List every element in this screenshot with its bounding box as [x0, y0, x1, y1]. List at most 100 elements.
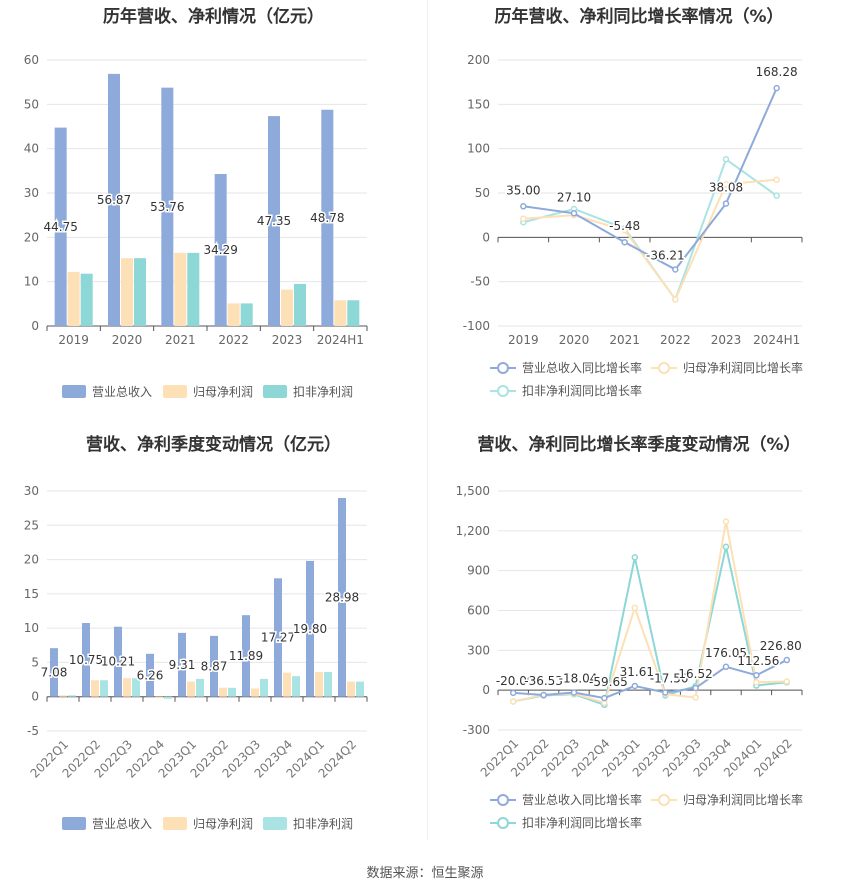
data-point — [753, 671, 760, 679]
y-tick-label: 10 — [24, 275, 39, 289]
x-tick-label: 2020 — [559, 333, 590, 347]
x-tick-label: 2021 — [609, 333, 640, 347]
y-tick-label: 10 — [24, 621, 39, 635]
legend-swatch — [163, 817, 187, 830]
quarterly-growth-rate-chart: 营收、净利同比增长率季度变动情况（%） -300 0 300 600 900 1,200 1… — [428, 428, 850, 848]
bar — [123, 678, 131, 697]
bar — [54, 127, 67, 326]
data-point — [631, 604, 639, 612]
legend-swatch-marker — [497, 385, 509, 397]
data-label: 10.21 — [101, 655, 135, 669]
bar — [292, 676, 300, 697]
data-point — [722, 543, 730, 551]
y-tick-label: 50 — [24, 97, 39, 111]
bar — [251, 688, 259, 697]
data-label: 34.29 — [203, 243, 237, 257]
bar — [67, 271, 80, 326]
data-point — [621, 238, 628, 246]
y-tick-label: 300 — [467, 643, 490, 657]
bar — [260, 678, 268, 697]
data-label: 53.76 — [150, 200, 184, 214]
data-label: 44.75 — [43, 220, 77, 234]
chart-title: 营收、净利季度变动情况（亿元） — [86, 435, 341, 455]
data-label: 168.28 — [756, 65, 798, 79]
data-point — [570, 210, 578, 217]
y-tick-label: 20 — [24, 230, 39, 244]
data-point — [661, 689, 669, 696]
legend-swatch-marker — [497, 794, 509, 806]
data-point — [631, 554, 639, 561]
legend-label: 营业总收入 — [92, 817, 152, 831]
data-label: 6.26 — [137, 668, 164, 682]
data-label: -59.65 — [589, 675, 628, 689]
x-tick-label: 2019 — [58, 333, 89, 347]
series-line — [523, 87, 778, 271]
y-tick-label: 20 — [24, 553, 39, 567]
bar — [324, 672, 332, 697]
bar — [268, 116, 280, 326]
y-tick-label: -100 — [463, 319, 490, 333]
legend-swatch — [62, 385, 86, 398]
data-point — [672, 266, 679, 273]
legend-swatch-marker — [497, 362, 509, 374]
y-tick-label: 0 — [31, 690, 39, 704]
x-tick-label: 2024H1 — [753, 333, 800, 347]
bar — [178, 632, 186, 697]
data-point — [621, 226, 628, 234]
bar — [219, 687, 227, 697]
y-tick-label: 200 — [467, 53, 490, 67]
bar — [80, 273, 93, 326]
legend-label: 营业总收入 — [92, 385, 152, 399]
bar — [334, 300, 347, 326]
annual-revenue-profit-chart: 历年营收、净利情况（亿元） 0 10 20 30 40 50 60 2019 2020 2021 2… — [0, 0, 427, 415]
data-point — [570, 689, 578, 696]
y-tick-label: -5 — [27, 724, 39, 738]
legend-swatch-marker — [658, 794, 670, 806]
bar — [174, 252, 187, 326]
data-point — [722, 156, 730, 163]
y-tick-label: 40 — [24, 142, 39, 156]
data-label: 31.61 — [620, 665, 654, 679]
x-tick-label: 2019 — [508, 333, 539, 347]
data-point — [540, 691, 547, 699]
bar — [164, 696, 172, 699]
bar — [114, 626, 122, 697]
bar — [242, 615, 250, 697]
chart-svg: 0 10 20 30 40 50 60 2019 2020 2021 2022 2023 2024H1 4… — [24, 53, 368, 399]
x-tick-label: 2023 — [272, 333, 303, 347]
bar — [161, 87, 174, 326]
bar — [132, 678, 140, 697]
x-tick-label: 2021 — [165, 333, 196, 347]
data-point — [773, 84, 780, 92]
bar — [59, 695, 67, 697]
legend-label: 归母净利润 — [193, 385, 253, 399]
bar — [283, 672, 291, 697]
panel-divider — [427, 0, 428, 840]
y-tick-label: -300 — [463, 723, 490, 737]
quarterly-revenue-profit-chart: 营收、净利季度变动情况（亿元） -5 0 5 10 15 20 25 30 2022Q1 2022… — [0, 428, 427, 848]
legend-label: 扣非净利润同比增长率 — [522, 815, 642, 830]
data-label: 48.78 — [310, 211, 344, 225]
data-point — [753, 678, 760, 686]
data-point — [509, 689, 517, 697]
chart-title: 历年营收、净利情况（亿元） — [103, 7, 324, 27]
data-point — [509, 698, 517, 705]
legend-label: 扣非净利润 — [293, 817, 353, 831]
data-label: 16.52 — [678, 667, 712, 681]
data-label: 10.75 — [69, 653, 103, 667]
chart-title: 历年营收、净利同比增长率情况（%） — [494, 7, 784, 27]
data-label: 27.10 — [557, 190, 591, 204]
data-label: 28.98 — [325, 590, 359, 604]
bar — [82, 623, 90, 697]
data-point — [692, 694, 699, 701]
legend-label: 归母净利润同比增长率 — [683, 792, 803, 807]
legend-label: 归母净利润同比增长率 — [683, 360, 803, 375]
bar — [274, 578, 282, 697]
data-label: 19.80 — [293, 622, 327, 636]
data-point — [631, 682, 639, 690]
data-point — [783, 656, 791, 664]
bar — [91, 680, 99, 697]
bar — [294, 283, 306, 326]
data-label: 112.56 — [737, 654, 779, 668]
legend-label: 扣非净利润 — [293, 385, 353, 399]
